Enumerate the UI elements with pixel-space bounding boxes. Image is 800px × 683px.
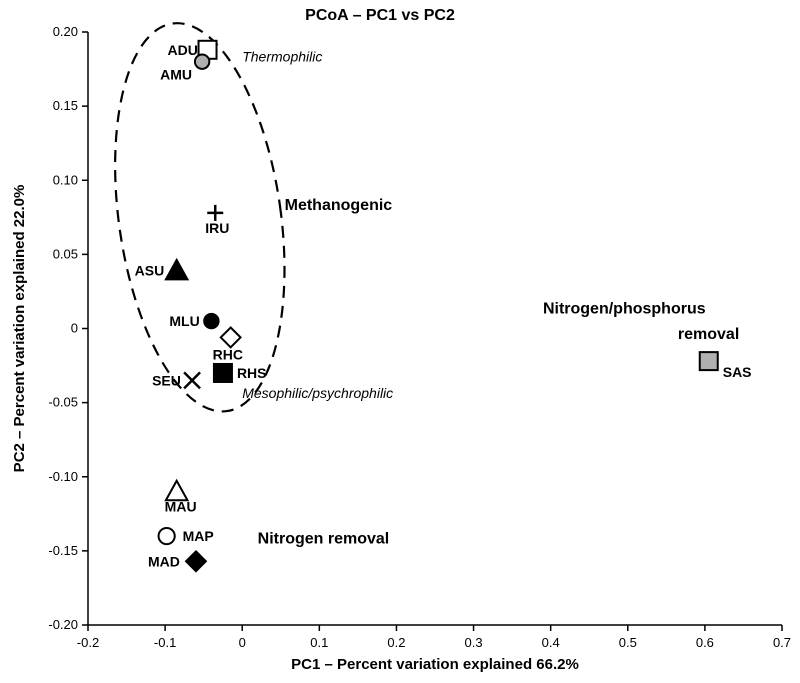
point-label: ASU [135, 263, 165, 279]
y-tick-label: 0.15 [53, 98, 78, 113]
y-tick-label: 0.05 [53, 246, 78, 261]
y-tick-label: -0.20 [48, 617, 78, 632]
point-label: SEU [152, 372, 181, 388]
x-tick-label: 0 [239, 635, 246, 650]
point-label: SAS [723, 364, 752, 380]
y-tick-label: 0.20 [53, 24, 78, 39]
point-map: MAP [159, 528, 214, 544]
point-label: RHS [237, 365, 267, 381]
x-tick-label: 0.4 [542, 635, 560, 650]
region-label: Methanogenic [285, 197, 393, 214]
point-label: MLU [169, 313, 199, 329]
chart-title: PCoA – PC1 vs PC2 [305, 7, 455, 24]
point-amu: AMU [160, 54, 209, 82]
x-tick-label: 0.3 [465, 635, 483, 650]
point-seu: SEU [152, 372, 200, 388]
region-label: Nitrogen/phosphorus [543, 301, 706, 318]
region-label: Nitrogen removal [258, 530, 390, 547]
point-label: MAP [183, 528, 214, 544]
y-axis-label: PC2 – Percent variation explained 22.0% [11, 185, 28, 473]
x-tick-label: -0.1 [154, 635, 176, 650]
region-label: Thermophilic [242, 49, 322, 65]
x-tick-label: 0.6 [696, 635, 714, 650]
y-tick-label: -0.10 [48, 469, 78, 484]
y-tick-label: 0 [71, 321, 78, 336]
point-label: MAU [165, 499, 197, 515]
x-tick-label: 0.5 [619, 635, 637, 650]
region-label: removal [678, 326, 739, 343]
x-tick-label: 0.2 [387, 635, 405, 650]
x-axis-label: PC1 – Percent variation explained 66.2% [291, 656, 579, 673]
point-sas: SAS [700, 352, 752, 380]
point-label: IRU [205, 220, 229, 236]
point-label: ADU [168, 42, 198, 58]
point-label: MAD [148, 553, 180, 569]
x-tick-label: -0.2 [77, 635, 99, 650]
x-tick-label: 0.1 [310, 635, 328, 650]
region-label: Mesophilic/psychrophilic [242, 385, 393, 401]
pcoa-chart: -0.2-0.100.10.20.30.40.50.60.7-0.20-0.15… [0, 0, 800, 683]
methanogenic-ellipse [92, 12, 307, 422]
y-tick-label: 0.10 [53, 172, 78, 187]
x-tick-label: 0.7 [773, 635, 791, 650]
y-tick-label: -0.05 [48, 395, 78, 410]
point-label: AMU [160, 67, 192, 83]
y-tick-label: -0.15 [48, 543, 78, 558]
pcoa-svg: -0.2-0.100.10.20.30.40.50.60.7-0.20-0.15… [0, 0, 800, 683]
point-mad: MAD [148, 551, 206, 571]
point-iru: IRU [205, 205, 229, 236]
point-rhc: RHC [213, 327, 243, 362]
point-label: RHC [213, 346, 243, 362]
point-rhs: RHS [214, 364, 267, 382]
point-mlu: MLU [169, 313, 218, 329]
point-mau: MAU [165, 481, 197, 515]
point-adu: ADU [168, 41, 217, 59]
point-asu: ASU [135, 260, 188, 279]
